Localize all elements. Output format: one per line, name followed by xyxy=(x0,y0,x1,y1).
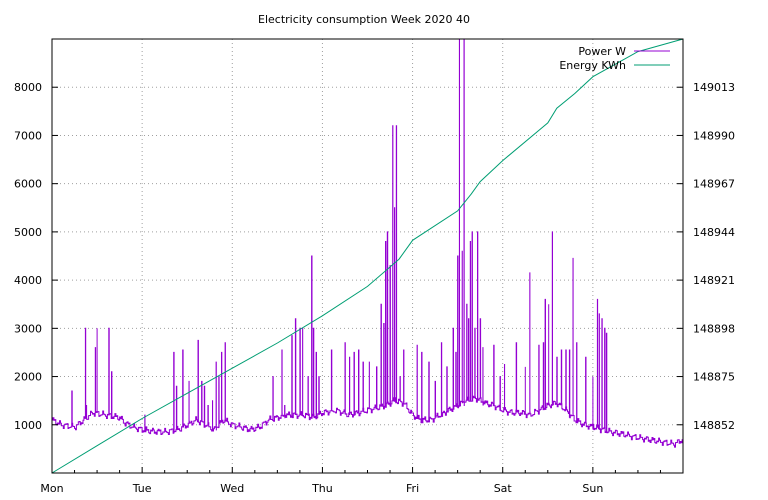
y-left-tick-label: 3000 xyxy=(14,322,42,335)
power-series xyxy=(52,38,684,448)
x-tick-label: Sun xyxy=(582,482,603,495)
legend-label-energy: Energy KWh xyxy=(559,59,626,72)
y-right-tick-label: 148967 xyxy=(693,178,735,191)
legend-label-power: Power W xyxy=(578,45,626,58)
y-left-tick-label: 7000 xyxy=(14,129,42,142)
energy-line xyxy=(51,38,684,474)
y-right-tick-label: 148898 xyxy=(693,322,735,335)
y-left-tick-label: 8000 xyxy=(14,81,42,94)
legend: Power W Energy KWh xyxy=(559,45,670,72)
y-left-tick-label: 1000 xyxy=(14,419,42,432)
y-left-tick-label: 5000 xyxy=(14,226,42,239)
axes: 1000 2000 3000 4000 5000 6000 7000 8000 148852 14… xyxy=(14,81,735,495)
y-right-tick-label: 148875 xyxy=(693,371,735,384)
energy-series xyxy=(51,38,684,474)
x-tick-label: Tue xyxy=(132,482,152,495)
y-right-tick-label: 148852 xyxy=(693,419,735,432)
power-line xyxy=(52,38,684,448)
y-right-tick-label: 148990 xyxy=(693,129,735,142)
x-tick-label: Wed xyxy=(220,482,244,495)
x-tick-label: Mon xyxy=(40,482,63,495)
y-left-tick-label: 2000 xyxy=(14,371,42,384)
x-tick-label: Fri xyxy=(406,482,419,495)
grid xyxy=(52,39,683,473)
y-right-tick-label: 149013 xyxy=(693,81,735,94)
y-right-tick-label: 148944 xyxy=(693,226,735,239)
y-left-tick-label: 4000 xyxy=(14,274,42,287)
y-left-tick-label: 6000 xyxy=(14,178,42,191)
chart-title: Electricity consumption Week 2020 40 xyxy=(258,13,470,26)
x-tick-label: Sat xyxy=(494,482,513,495)
x-tick-label: Thu xyxy=(311,482,333,495)
y-right-tick-label: 148921 xyxy=(693,274,735,287)
